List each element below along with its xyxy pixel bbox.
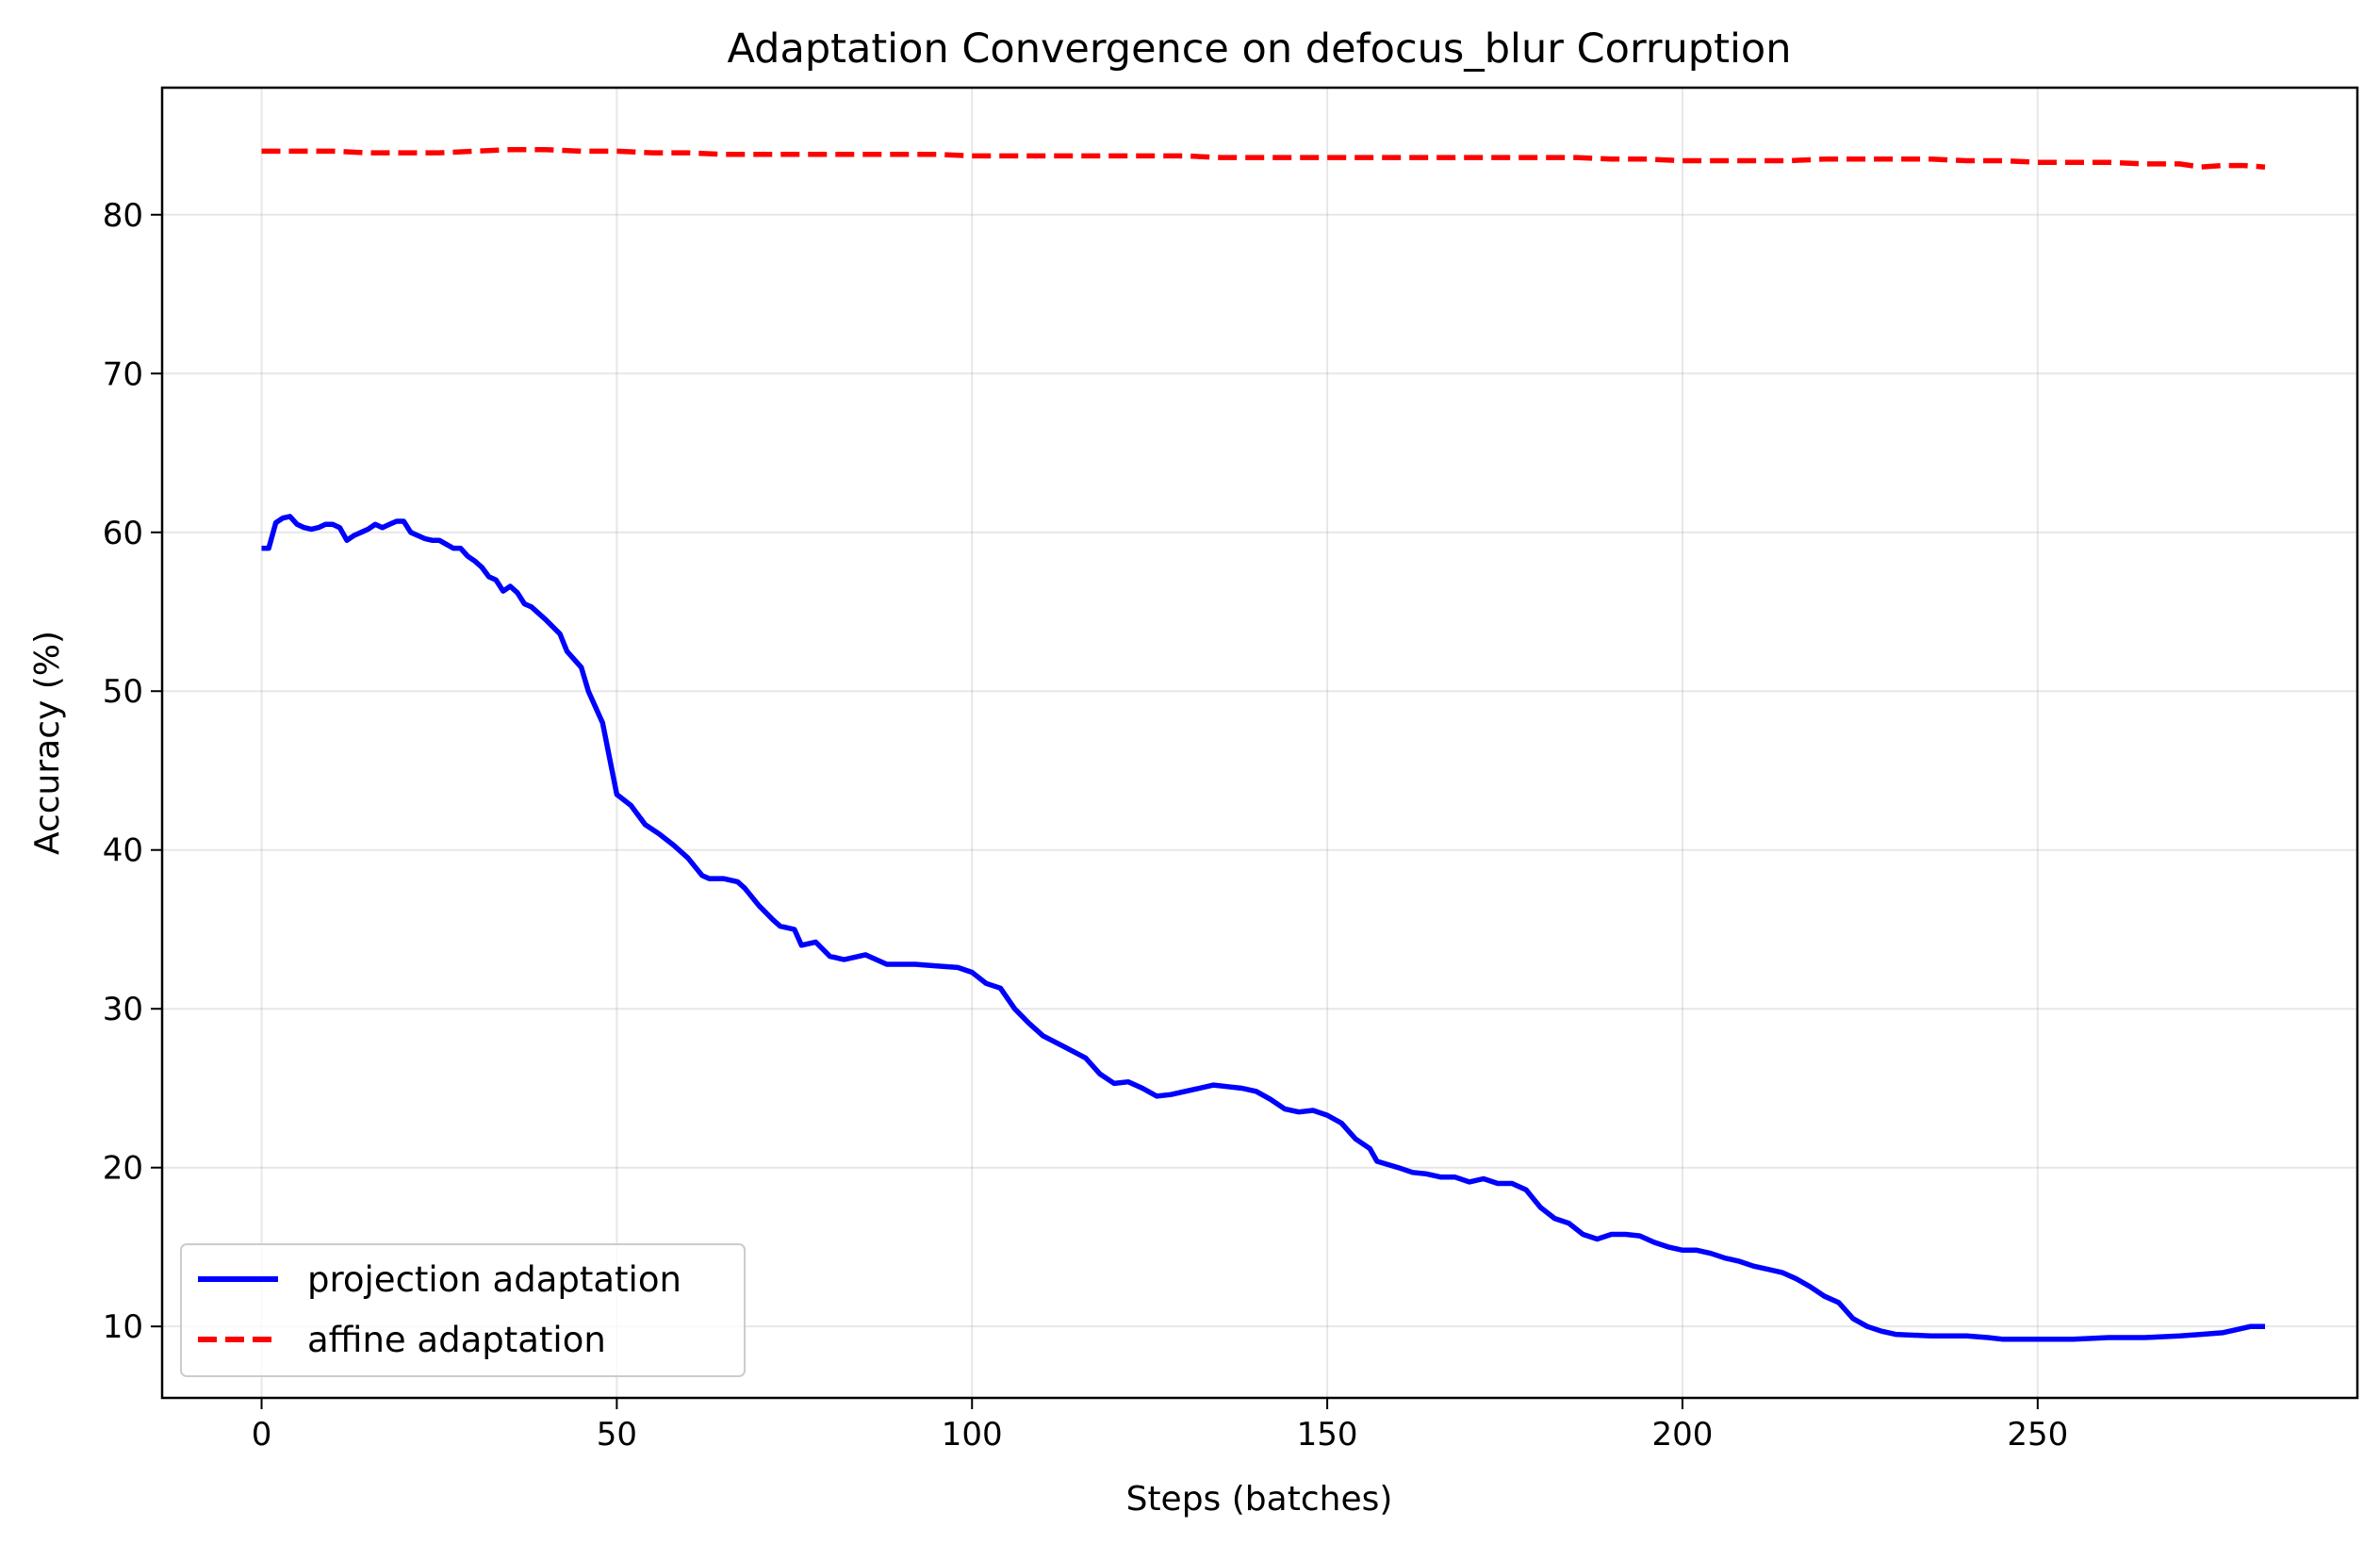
y-axis-label: Accuracy (%) [28, 631, 67, 855]
x-tick-label: 250 [2007, 1416, 2068, 1454]
grid-lines [162, 88, 2357, 1398]
series-lines [261, 146, 2266, 1342]
y-tick-label: 10 [103, 1308, 143, 1346]
y-tick-label: 20 [103, 1150, 143, 1188]
y-tick-label: 80 [103, 197, 143, 235]
y-tick-label: 40 [103, 832, 143, 870]
projection-adaptation-line [261, 514, 2265, 1342]
x-tick-label: 50 [597, 1416, 637, 1454]
x-tick-label: 150 [1297, 1416, 1358, 1454]
x-axis-label: Steps (batches) [1126, 1480, 1393, 1519]
x-tick-label: 200 [1652, 1416, 1714, 1454]
y-tick-label: 60 [103, 515, 143, 552]
chart-title: Adaptation Convergence on defocus_blur C… [728, 25, 1792, 73]
x-tick-label: 100 [942, 1416, 1003, 1454]
y-tick-label: 50 [103, 673, 143, 711]
y-tick-label: 70 [103, 355, 143, 393]
axis-ticks: 0 50 100 150 200 250 10 20 30 40 50 60 70 80 [103, 197, 2069, 1454]
y-tick-label: 30 [103, 991, 143, 1028]
legend-label-projection: projection adaptation [307, 1259, 681, 1300]
affine-adaptation-line [261, 146, 2266, 170]
legend-label-affine: affine adaptation [307, 1320, 606, 1360]
legend-box [180, 1243, 746, 1377]
legend: projection adaptation affine adaptation [180, 1243, 746, 1377]
plot-frame [160, 86, 2359, 1400]
x-tick-label: 0 [252, 1416, 272, 1454]
